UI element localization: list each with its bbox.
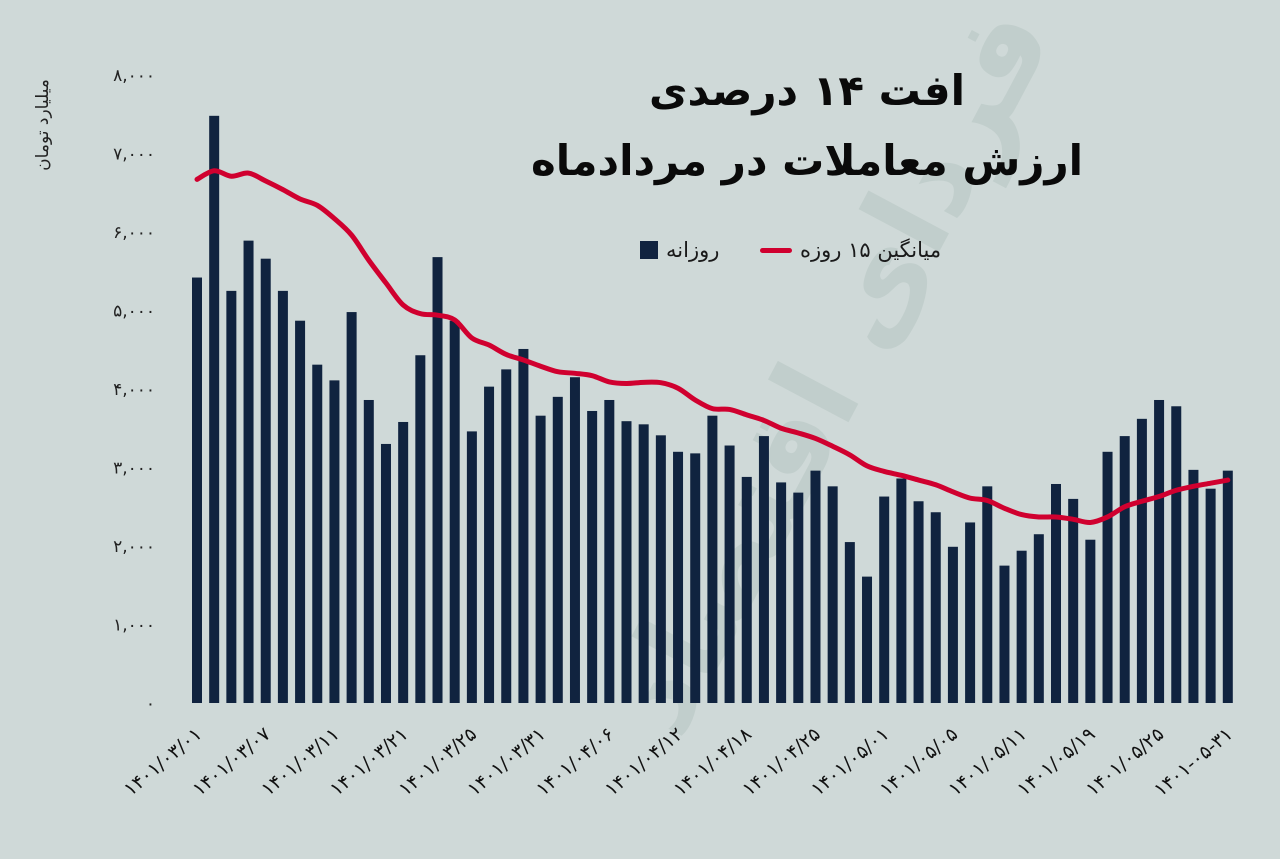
y-tick-label: ۸,۰۰۰ <box>113 66 155 86</box>
y-axis-title: میلیارد تومان <box>33 79 53 171</box>
bar <box>621 421 632 703</box>
bar <box>449 320 460 703</box>
bar <box>930 512 941 703</box>
bar <box>535 415 546 703</box>
bar <box>724 445 735 703</box>
y-tick-label: ۰ <box>146 694 155 714</box>
bar <box>844 542 855 703</box>
bar <box>947 546 958 703</box>
bar <box>260 258 271 703</box>
bar <box>1033 534 1044 703</box>
bar <box>1136 418 1147 703</box>
bar <box>999 565 1010 703</box>
y-tick-label: ۲,۰۰۰ <box>113 537 155 557</box>
y-tick-label: ۱,۰۰۰ <box>113 616 155 636</box>
x-axis: ۱۴۰۱/۰۳/۰۱۱۴۰۱/۰۳/۰۷۱۴۰۱/۰۳/۱۱۱۴۰۱/۰۳/۲۱… <box>120 723 1237 801</box>
y-tick-label: ۶,۰۰۰ <box>113 223 155 243</box>
chart-title-line2: ارزش معاملات در مردادماه <box>530 136 1084 185</box>
bar <box>673 451 684 703</box>
bar <box>363 399 374 703</box>
bar <box>380 443 391 703</box>
bar <box>793 492 804 703</box>
bar <box>1085 539 1096 703</box>
bar <box>655 435 666 703</box>
bar <box>913 501 924 703</box>
moving-average-line <box>194 168 1231 525</box>
bar <box>1068 498 1079 703</box>
bar <box>810 470 821 703</box>
bar <box>1171 406 1182 703</box>
bar <box>587 410 598 703</box>
bar <box>604 399 615 703</box>
bar <box>827 486 838 703</box>
chart-title-line1: افت ۱۴ درصدی <box>649 66 965 115</box>
legend-item-average: میانگین ۱۵ روزه <box>760 238 941 262</box>
bar <box>277 290 288 703</box>
bar <box>518 348 529 703</box>
bar <box>312 364 323 703</box>
bar <box>776 482 787 703</box>
bar <box>741 476 752 703</box>
bar <box>192 277 202 703</box>
y-tick-label: ۵,۰۰۰ <box>113 302 155 322</box>
bar <box>1222 470 1233 703</box>
bar <box>432 257 443 703</box>
y-axis: ۰ ۱,۰۰۰ ۲,۰۰۰ ۳,۰۰۰ ۴,۰۰۰ ۵,۰۰۰ ۶,۰۰۰ ۷,۰۰۰ ۸,۰۰… <box>113 66 155 714</box>
bar <box>982 486 993 703</box>
bar <box>329 380 340 703</box>
legend-label-average: میانگین ۱۵ روزه <box>800 238 942 262</box>
bar <box>1016 550 1027 703</box>
legend-line-swatch-icon <box>760 247 792 253</box>
bar <box>466 431 477 703</box>
bar <box>1051 483 1061 703</box>
bar <box>1188 469 1199 703</box>
bar <box>758 436 769 703</box>
bar <box>569 377 580 703</box>
bar <box>879 496 890 703</box>
bar <box>484 386 495 703</box>
y-tick-label: ۳,۰۰۰ <box>113 459 155 479</box>
bar <box>415 355 426 703</box>
bar <box>552 396 563 703</box>
bar <box>896 478 907 703</box>
y-tick-label: ۴,۰۰۰ <box>113 380 155 400</box>
legend-bar-swatch-icon <box>640 241 658 259</box>
legend-item-daily: روزانه <box>640 238 719 262</box>
bar <box>226 290 237 703</box>
legend-label-daily: روزانه <box>666 238 720 262</box>
bar <box>501 369 512 703</box>
bar <box>1102 451 1113 703</box>
bar <box>295 320 306 703</box>
bar <box>398 421 409 703</box>
bar <box>209 115 220 703</box>
bar <box>346 312 357 703</box>
y-tick-label: ۷,۰۰۰ <box>113 145 155 165</box>
bar <box>690 453 701 703</box>
bar <box>1119 436 1130 703</box>
bar <box>707 415 718 703</box>
bar <box>1154 399 1165 703</box>
bar <box>243 240 254 703</box>
bar-series <box>192 115 1233 703</box>
bar <box>862 576 873 703</box>
bar <box>965 522 976 703</box>
bar <box>638 424 649 703</box>
bar <box>1205 488 1216 703</box>
